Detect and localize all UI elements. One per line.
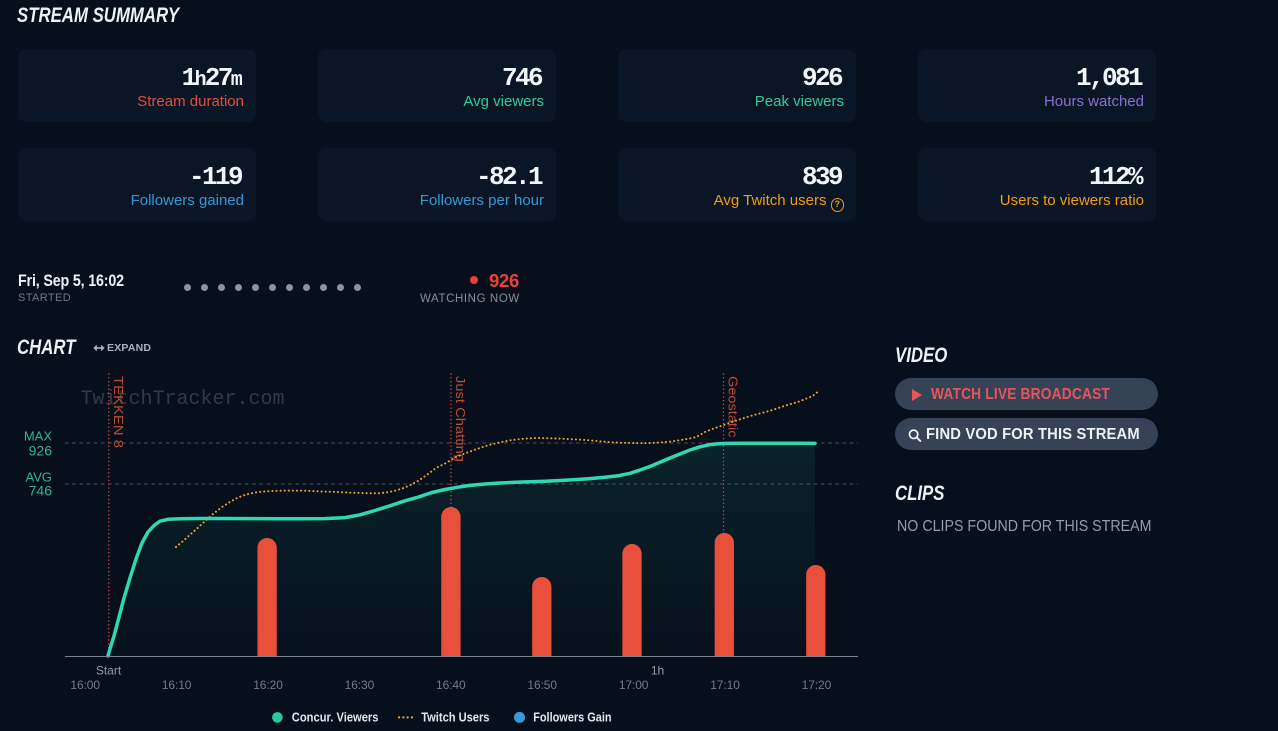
svg-text:17:10: 17:10 [710,678,740,692]
svg-text:16:00: 16:00 [70,678,100,692]
svg-text:16:10: 16:10 [162,678,192,692]
svg-text:746: 746 [29,482,53,498]
svg-text:Twitch Users: Twitch Users [421,710,489,725]
svg-text:926: 926 [29,443,53,459]
svg-text:16:40: 16:40 [436,678,466,692]
svg-text:16:30: 16:30 [345,678,375,692]
svg-text:Concur. Viewers: Concur. Viewers [292,710,379,725]
svg-text:TwitchTracker.com: TwitchTracker.com [81,388,285,411]
svg-text:Followers Gain: Followers Gain [533,710,611,725]
svg-text:MAX: MAX [24,429,53,444]
svg-text:16:50: 16:50 [527,678,557,692]
svg-text:16:20: 16:20 [253,678,283,692]
svg-text:17:00: 17:00 [619,678,649,692]
svg-text:AVG: AVG [26,469,53,484]
svg-text:17:20: 17:20 [802,678,832,692]
svg-text:Start: Start [96,664,122,678]
svg-text:Just Chatting: Just Chatting [453,376,468,462]
svg-text:1h: 1h [651,664,664,678]
svg-text:Geostatic: Geostatic [726,376,741,438]
svg-text:TEKKEN 8: TEKKEN 8 [111,376,126,448]
